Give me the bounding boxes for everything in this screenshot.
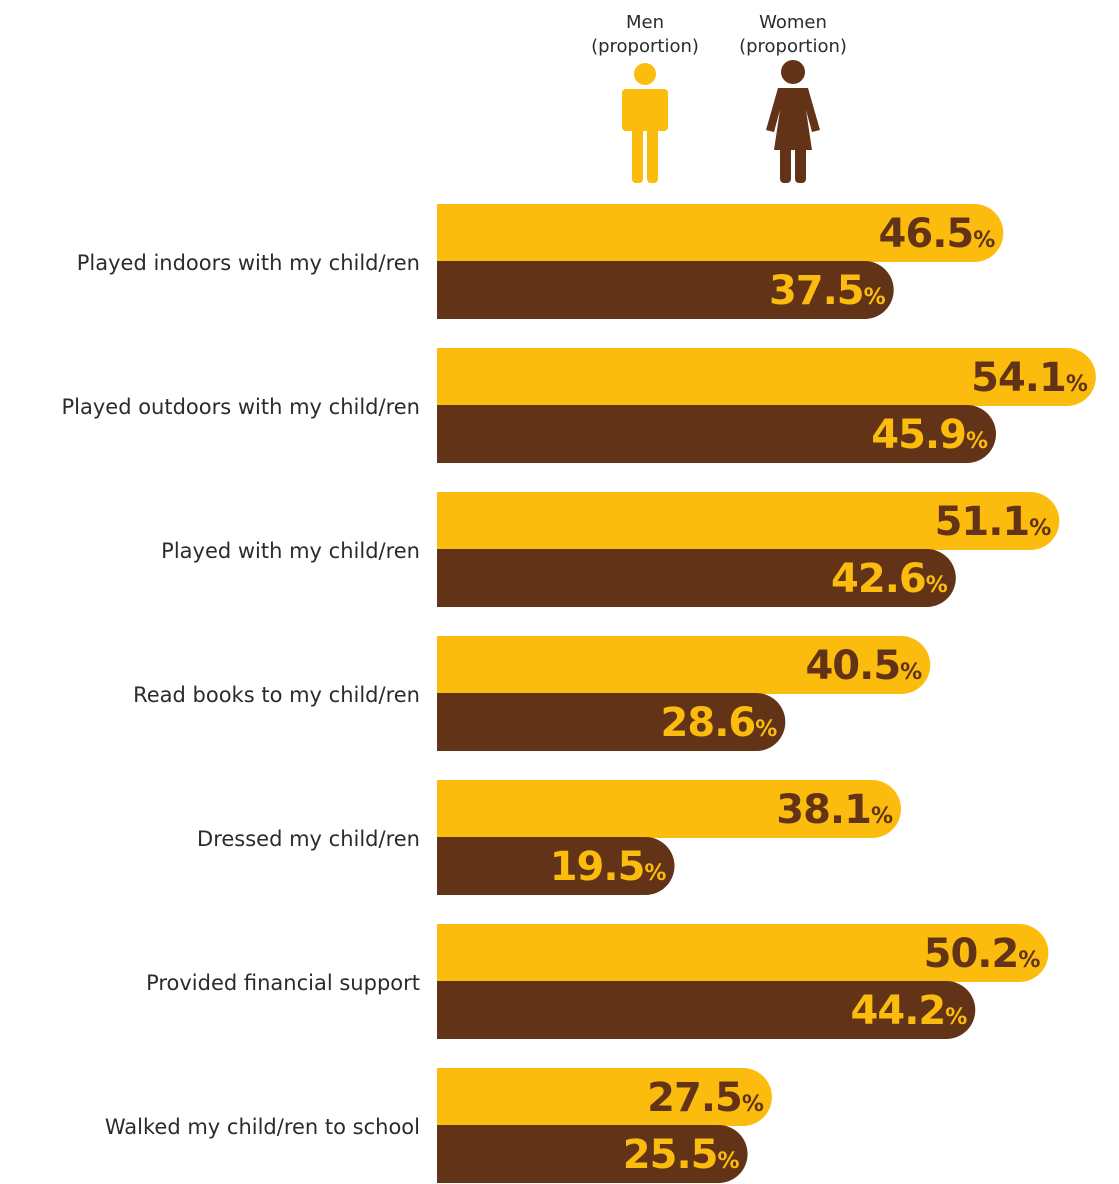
value-label-number: 19.5 — [550, 844, 645, 890]
category-group: Played outdoors with my child/ren54.1%45… — [61, 348, 1096, 463]
category-label: Dressed my child/ren — [197, 827, 420, 851]
value-label-suffix: % — [900, 660, 922, 685]
value-label-number: 27.5 — [647, 1075, 742, 1121]
legend-men-label: Men — [626, 12, 664, 33]
value-label-number: 46.5 — [879, 211, 974, 257]
bar-men — [437, 924, 1049, 982]
category-group: Played indoors with my child/ren46.5%37.… — [77, 204, 1004, 319]
category-label: Played outdoors with my child/ren — [61, 395, 420, 419]
value-label-suffix: % — [871, 804, 893, 829]
plot-area: Played indoors with my child/ren46.5%37.… — [61, 204, 1096, 1183]
legend: Men (proportion) Women (proportion) — [591, 12, 847, 183]
value-label-men: 46.5% — [879, 211, 996, 257]
value-label-men: 51.1% — [935, 499, 1052, 545]
value-label-number: 45.9 — [871, 412, 966, 458]
value-label-men: 54.1% — [971, 355, 1088, 401]
value-label-suffix: % — [1066, 372, 1088, 397]
value-label-number: 54.1 — [971, 355, 1066, 401]
value-label-suffix: % — [1018, 948, 1040, 973]
value-label-number: 42.6 — [831, 556, 926, 602]
value-label-suffix: % — [1029, 516, 1051, 541]
value-label-men: 50.2% — [924, 931, 1041, 977]
category-label: Read books to my child/ren — [133, 683, 420, 707]
bar-women — [437, 405, 996, 463]
woman-icon — [766, 60, 820, 183]
value-label-suffix: % — [742, 1092, 764, 1117]
bar-women — [437, 1125, 748, 1183]
value-label-number: 25.5 — [623, 1132, 718, 1178]
value-label-women: 37.5% — [769, 268, 886, 314]
category-label: Provided financial support — [146, 971, 420, 995]
bar-women — [437, 261, 894, 319]
value-label-suffix: % — [755, 717, 777, 742]
legend-men: Men (proportion) — [591, 12, 699, 183]
value-label-number: 38.1 — [776, 787, 871, 833]
legend-women-label: Women — [759, 12, 827, 33]
bar-men — [437, 1068, 772, 1126]
value-label-suffix: % — [966, 429, 988, 454]
value-label-men: 38.1% — [776, 787, 893, 833]
bar-men — [437, 492, 1060, 550]
value-label-men: 27.5% — [647, 1075, 764, 1121]
legend-women-sublabel: (proportion) — [739, 36, 847, 57]
category-label: Walked my child/ren to school — [105, 1115, 420, 1139]
value-label-women: 44.2% — [851, 988, 968, 1034]
value-label-number: 37.5 — [769, 268, 864, 314]
value-label-suffix: % — [926, 573, 948, 598]
value-label-women: 25.5% — [623, 1132, 740, 1178]
bar-men — [437, 636, 931, 694]
bar-women — [437, 693, 786, 751]
man-icon — [622, 63, 668, 183]
value-label-number: 44.2 — [851, 988, 946, 1034]
category-label: Played indoors with my child/ren — [77, 251, 420, 275]
value-label-suffix: % — [945, 1005, 967, 1030]
value-label-number: 40.5 — [805, 643, 900, 689]
value-label-suffix: % — [718, 1149, 740, 1174]
value-label-women: 19.5% — [550, 844, 667, 890]
bar-men — [437, 204, 1004, 262]
legend-women: Women (proportion) — [739, 12, 847, 183]
value-label-suffix: % — [644, 861, 666, 886]
bar-men — [437, 780, 902, 838]
bar-women — [437, 549, 956, 607]
category-label: Played with my child/ren — [161, 539, 420, 563]
bar-women — [437, 837, 675, 895]
value-label-women: 45.9% — [871, 412, 988, 458]
value-label-number: 51.1 — [935, 499, 1030, 545]
legend-men-sublabel: (proportion) — [591, 36, 699, 57]
value-label-number: 50.2 — [924, 931, 1019, 977]
value-label-men: 40.5% — [805, 643, 922, 689]
value-label-suffix: % — [864, 285, 886, 310]
bar-men — [437, 348, 1096, 406]
value-label-suffix: % — [973, 228, 995, 253]
value-label-women: 42.6% — [831, 556, 948, 602]
value-label-number: 28.6 — [661, 700, 756, 746]
bar-women — [437, 981, 976, 1039]
value-label-women: 28.6% — [661, 700, 778, 746]
